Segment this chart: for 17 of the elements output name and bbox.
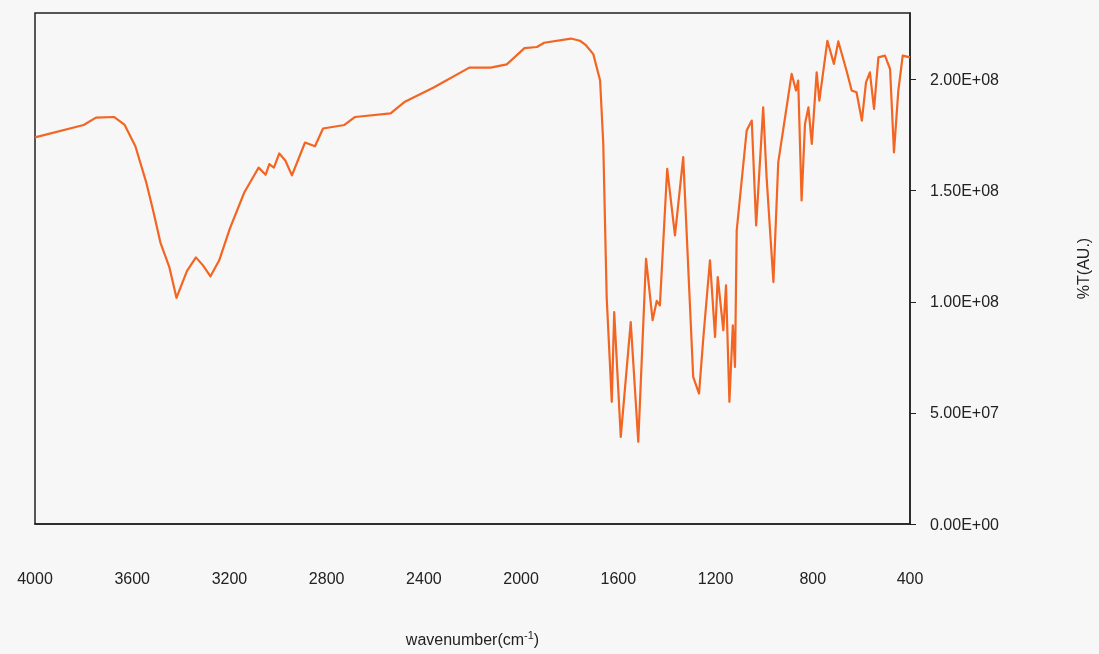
y-tick-label: 1.00E+08 bbox=[930, 293, 1000, 311]
x-tick-label: 2800 bbox=[308, 569, 345, 587]
x-tick-label: 1200 bbox=[697, 569, 734, 587]
x-tick-label: 3200 bbox=[211, 569, 248, 587]
x-tick-label: 2400 bbox=[406, 569, 442, 587]
x-tick-label: 800 bbox=[799, 569, 827, 587]
x-tick-label: 3600 bbox=[114, 569, 151, 587]
x-tick-label: 2000 bbox=[503, 569, 540, 587]
x-tick-label: 400 bbox=[896, 569, 924, 587]
x-tick-label: 1600 bbox=[600, 569, 637, 587]
y-tick-label: 2.00E+08 bbox=[930, 71, 1000, 89]
y-axis-title: %T(AU.) bbox=[1074, 237, 1092, 300]
y-tick-label: 5.00E+07 bbox=[930, 404, 1000, 422]
y-tick-label: 0.00E+00 bbox=[930, 515, 1000, 533]
line-series bbox=[33, 37, 912, 443]
y-tick-label: 1.50E+08 bbox=[930, 182, 1000, 200]
x-tick-label: 4000 bbox=[17, 569, 53, 587]
